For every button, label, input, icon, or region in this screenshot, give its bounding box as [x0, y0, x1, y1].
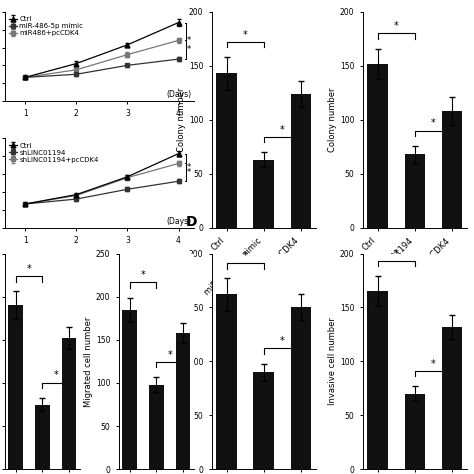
Legend: Ctrl, shLINC01194, shLINC01194+pcCDK4: Ctrl, shLINC01194, shLINC01194+pcCDK4 [8, 142, 100, 164]
Text: *: * [431, 118, 436, 128]
Bar [122, 310, 137, 469]
Bar [62, 338, 76, 469]
Text: *: * [431, 359, 436, 369]
Text: *: * [187, 163, 191, 172]
Text: *: * [187, 36, 191, 46]
Bar [149, 385, 164, 469]
Text: *: * [53, 370, 58, 380]
Bar [405, 154, 425, 228]
Bar [367, 64, 388, 228]
Text: *: * [167, 350, 172, 360]
Text: *: * [280, 125, 285, 135]
Bar [291, 308, 311, 469]
Legend: Ctrl, miR-486-5p mimic, miR486+pcCDK4: Ctrl, miR-486-5p mimic, miR486+pcCDK4 [8, 15, 84, 37]
Text: *: * [243, 251, 247, 261]
Bar [176, 333, 191, 469]
Bar [405, 394, 425, 469]
Bar [442, 327, 462, 469]
Y-axis label: Colony number: Colony number [328, 88, 337, 152]
Text: *: * [187, 45, 191, 54]
Text: (Days): (Days) [166, 217, 191, 226]
Text: *: * [280, 336, 285, 346]
Bar [216, 294, 237, 469]
Bar [442, 111, 462, 228]
Bar [216, 73, 237, 228]
Y-axis label: Invasive cell number: Invasive cell number [328, 318, 337, 405]
Text: *: * [187, 168, 191, 177]
Y-axis label: Invasive cell number: Invasive cell number [177, 318, 186, 405]
Y-axis label: Colony number: Colony number [177, 88, 186, 152]
Text: *: * [27, 264, 31, 274]
Text: *: * [141, 270, 146, 280]
Text: *: * [394, 249, 399, 259]
Text: *: * [394, 21, 399, 31]
Bar [254, 372, 274, 469]
Bar [8, 305, 23, 469]
Bar [35, 404, 50, 469]
Bar [291, 94, 311, 228]
Bar [367, 291, 388, 469]
Text: D: D [185, 215, 197, 228]
Text: *: * [243, 30, 247, 40]
Text: (Days): (Days) [166, 90, 191, 99]
Bar [254, 160, 274, 228]
Y-axis label: Migrated cell number: Migrated cell number [84, 316, 93, 407]
